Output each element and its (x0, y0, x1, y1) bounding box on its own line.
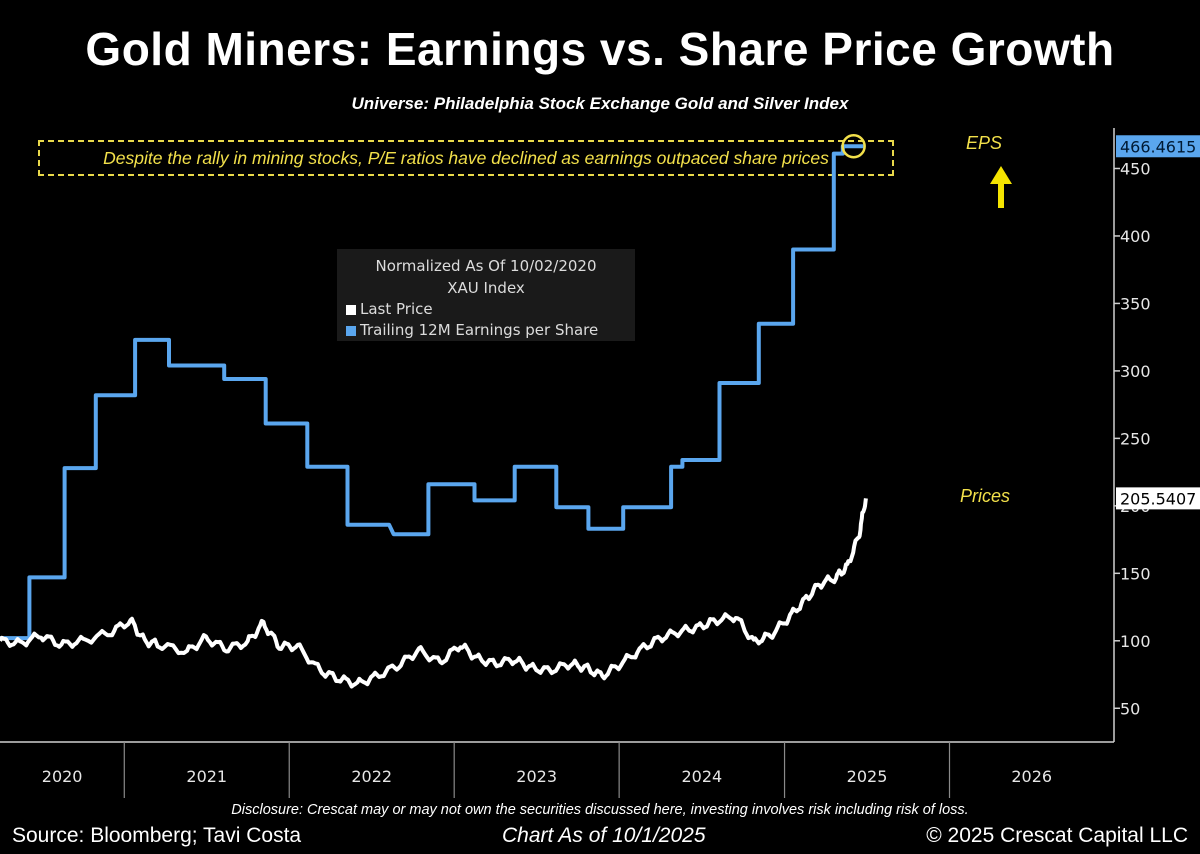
annotation-box: Despite the rally in mining stocks, P/E … (38, 140, 894, 176)
last-value-label-eps: 466.4615 (1120, 137, 1196, 156)
y-tick-label-250: 250 (1120, 429, 1151, 448)
x-tick-label-2026: 2026 (1011, 767, 1052, 786)
chart-title: Gold Miners: Earnings vs. Share Price Gr… (85, 23, 1115, 75)
chart-date-text: Chart As of 10/1/2025 (502, 824, 706, 847)
legend-index-text: XAU Index (447, 279, 525, 297)
y-tick-label-350: 350 (1120, 294, 1151, 313)
y-tick-label-450: 450 (1120, 159, 1151, 178)
eps-highlight-circle (841, 134, 866, 159)
legend-normalized-text: Normalized As Of 10/02/2020 (375, 257, 597, 275)
x-tick-label-2025: 2025 (847, 767, 888, 786)
x-tick-label-2021: 2021 (186, 767, 227, 786)
x-tick-label-2023: 2023 (516, 767, 557, 786)
last-value-badge-eps (1116, 135, 1200, 158)
y-tick-label-300: 300 (1120, 362, 1151, 381)
chart-legend: Normalized As Of 10/02/2020 XAU Index La… (337, 249, 635, 341)
y-tick-label-150: 150 (1120, 564, 1151, 583)
x-tick-label-2022: 2022 (351, 767, 392, 786)
y-tick-label-100: 100 (1120, 632, 1151, 651)
copyright-text: © 2025 Crescat Capital LLC (926, 824, 1188, 847)
eps-label: EPS (966, 133, 1003, 153)
legend-label-eps: Trailing 12M Earnings per Share (360, 321, 599, 339)
disclosure-text: Disclosure: Crescat may or may not own t… (231, 802, 969, 818)
y-tick-label-50: 50 (1120, 699, 1140, 718)
series-line-last-price (0, 498, 868, 689)
x-tick-label-2024: 2024 (681, 767, 722, 786)
chart-subtitle: Universe: Philadelphia Stock Exchange Go… (351, 94, 849, 113)
last-value-badge-last-price (1116, 487, 1200, 510)
last-value-label-last-price: 205.5407 (1120, 489, 1196, 508)
prices-label: Prices (960, 486, 1011, 506)
legend-swatch-white (346, 304, 356, 315)
legend-item-last-price: Last Price (337, 299, 635, 320)
eps-up-arrow-head (990, 166, 1012, 184)
x-tick-label-2020: 2020 (42, 767, 83, 786)
source-text: Source: Bloomberg; Tavi Costa (12, 824, 302, 847)
y-tick-label-400: 400 (1120, 227, 1151, 246)
legend-label-last-price: Last Price (360, 300, 433, 318)
series-line-eps (0, 144, 864, 641)
legend-item-eps: Trailing 12M Earnings per Share (337, 320, 635, 341)
legend-swatch-blue (346, 325, 356, 336)
